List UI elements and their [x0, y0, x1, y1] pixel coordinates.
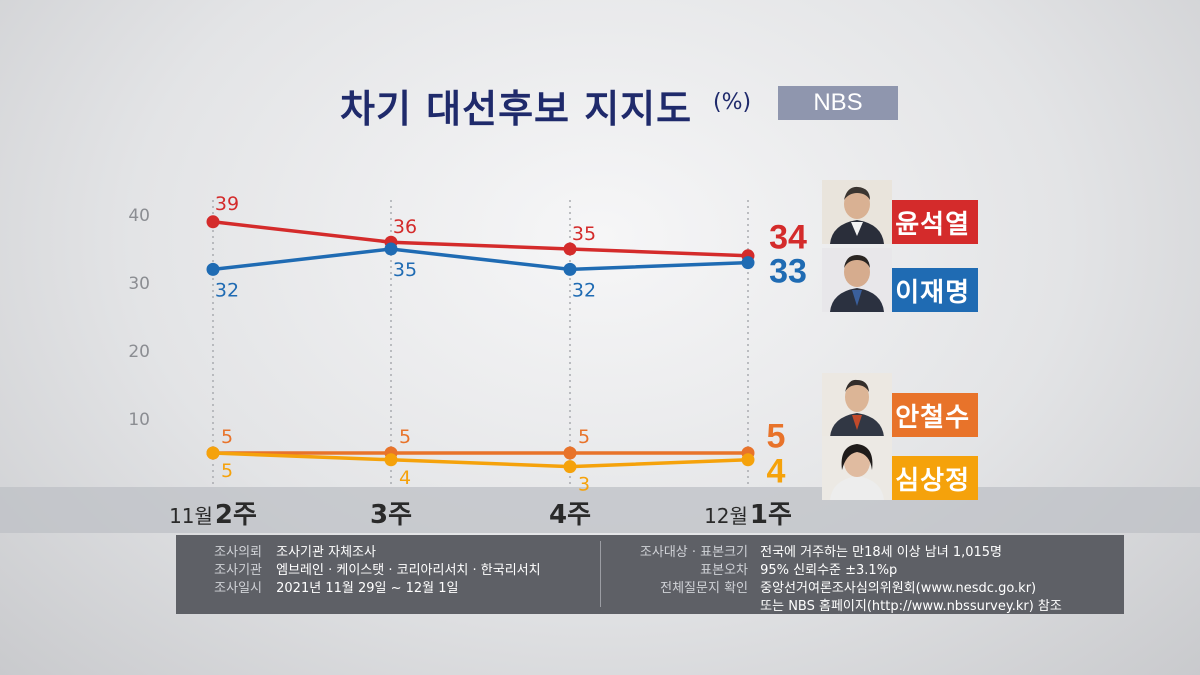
legend-item-sim: 심상정	[822, 436, 978, 500]
info-label: 표본오차	[700, 563, 748, 578]
legend-item-lee: 이재명	[822, 248, 978, 312]
data-point	[563, 242, 577, 256]
candidate-photo	[822, 436, 892, 500]
info-value: 2021년 11월 29일 ~ 12월 1일	[276, 581, 459, 596]
data-label: 5	[578, 426, 590, 448]
data-label: 5	[399, 426, 411, 448]
info-row: 조사의뢰 조사기관 자체조사	[196, 541, 376, 560]
x-tick-label: 4주	[549, 494, 591, 531]
y-tick-label: 10	[128, 410, 150, 430]
info-value: 전국에 거주하는 만18세 이상 남녀 1,015명	[760, 545, 1003, 560]
y-tick-label: 20	[128, 342, 150, 362]
info-row: 표본오차 95% 신뢰수준 ±3.1%p	[612, 559, 897, 578]
latest-value-yoon: 34	[769, 218, 807, 257]
data-label: 32	[572, 279, 596, 301]
data-point	[384, 453, 398, 467]
info-label: 조사의뢰	[214, 545, 262, 560]
legend-item-yoon: 윤석열	[822, 180, 978, 244]
info-row: 조사기관 엠브레인 · 케이스탯 · 코리아리서치 · 한국리서치	[196, 559, 541, 578]
candidate-photo	[822, 248, 892, 312]
latest-value-ahn: 5	[766, 417, 786, 456]
info-value: 엠브레인 · 케이스탯 · 코리아리서치 · 한국리서치	[276, 563, 541, 578]
info-value: 95% 신뢰수준 ±3.1%p	[760, 563, 898, 578]
data-point	[741, 256, 755, 270]
y-tick-label: 40	[128, 206, 150, 226]
info-row: 전체질문지 확인 중앙선거여론조사심의위원회(www.nesdc.go.kr)	[612, 577, 1036, 596]
data-label: 5	[221, 460, 233, 482]
data-label: 39	[215, 193, 239, 215]
data-point	[384, 242, 398, 256]
brand-badge: NBS	[778, 86, 898, 120]
info-value: 중앙선거여론조사심의위원회(www.nesdc.go.kr)	[760, 581, 1037, 596]
y-tick-label: 30	[128, 274, 150, 294]
data-point	[741, 453, 755, 467]
x-tick-month: 11월	[169, 504, 213, 528]
info-label: 전체질문지 확인	[660, 581, 748, 596]
x-tick-label: 3주	[370, 494, 412, 531]
x-tick-week: 3주	[369, 500, 413, 530]
data-label: 35	[393, 259, 417, 281]
x-tick-week: 2주	[214, 500, 257, 530]
data-label: 35	[572, 223, 596, 245]
info-value: 조사기관 자체조사	[276, 545, 376, 560]
series-line	[212, 451, 749, 469]
title-area: 차기 대선후보 지지도 (%)	[0, 78, 1200, 131]
data-point	[206, 262, 220, 276]
data-point	[206, 446, 220, 460]
data-point	[563, 446, 577, 460]
data-label: 3	[578, 474, 590, 496]
info-label: 조사대상 · 표본크기	[639, 545, 748, 560]
x-tick-week: 4주	[548, 500, 592, 530]
info-row: 조사일시 2021년 11월 29일 ~ 12월 1일	[196, 577, 458, 596]
candidate-photo	[822, 180, 892, 244]
chart-title: 차기 대선후보 지지도	[340, 87, 693, 131]
x-axis-band	[0, 487, 1200, 533]
legend-item-ahn: 안철수	[822, 373, 978, 437]
info-row: 또는 NBS 홈페이지(http://www.nbssurvey.kr) 참조	[612, 595, 1062, 614]
data-point	[563, 262, 577, 276]
latest-value-sim: 4	[766, 452, 786, 491]
data-label: 36	[393, 216, 417, 238]
legend-label: 심상정	[895, 465, 970, 496]
data-point	[206, 215, 220, 229]
data-point	[563, 460, 577, 474]
data-label: 5	[221, 426, 233, 448]
survey-info-panel: 조사의뢰 조사기관 자체조사 조사기관 엠브레인 · 케이스탯 · 코리아리서치…	[176, 535, 1124, 614]
series-line	[212, 247, 749, 272]
series-line	[212, 220, 749, 258]
x-tick-month: 12월	[704, 504, 748, 528]
x-tick-label: 11월2주	[169, 494, 257, 531]
title-unit: (%)	[713, 90, 752, 115]
legend-label: 윤석열	[895, 209, 970, 240]
legend-label: 이재명	[895, 277, 970, 308]
x-tick-week: 1주	[749, 500, 792, 530]
latest-value-lee: 33	[769, 252, 807, 291]
candidate-photo	[822, 373, 892, 437]
info-row: 조사대상 · 표본크기 전국에 거주하는 만18세 이상 남녀 1,015명	[612, 541, 1002, 560]
info-divider	[600, 541, 601, 607]
info-label: 조사기관	[214, 563, 262, 578]
info-label: 조사일시	[214, 581, 262, 596]
x-tick-label: 12월1주	[704, 494, 792, 531]
info-value: 또는 NBS 홈페이지(http://www.nbssurvey.kr) 참조	[760, 599, 1062, 614]
legend-label: 안철수	[895, 402, 970, 433]
data-label: 32	[215, 279, 239, 301]
data-label: 4	[399, 467, 411, 489]
